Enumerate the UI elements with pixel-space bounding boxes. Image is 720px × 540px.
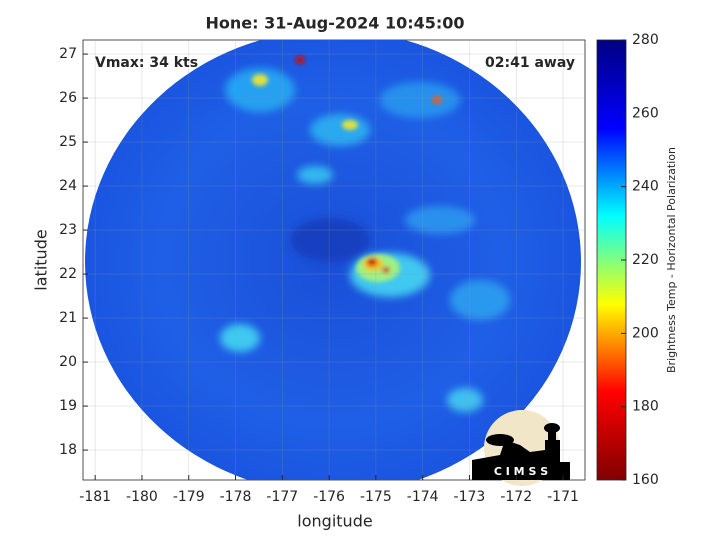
time-annotation: 02:41 away	[485, 55, 575, 71]
cimss-logo: C I M S S	[472, 410, 570, 486]
vmax-annotation: Vmax: 34 kts	[95, 55, 198, 71]
colorbar-tick-label: 260	[632, 105, 659, 121]
colorbar-label: Brightness Temp - Horizontal Polarizatio…	[665, 147, 678, 373]
y-tick-label: 20	[59, 354, 77, 370]
logo-text: C I M S S	[494, 465, 548, 478]
y-tick-label: 25	[59, 134, 77, 150]
y-tick-label: 18	[59, 442, 77, 458]
colorbar-tick-label: 180	[632, 399, 659, 415]
x-tick-label: -180	[126, 489, 158, 505]
colorbar-tick-label: 220	[632, 252, 659, 268]
title: Hone: 31-Aug-2024 10:45:00	[205, 14, 464, 33]
x-tick-label: -179	[173, 489, 205, 505]
x-tick-label: -173	[454, 489, 486, 505]
satellite-image	[85, 40, 581, 480]
y-tick-label: 19	[59, 398, 77, 414]
x-tick-label: -175	[360, 489, 392, 505]
x-tick-label: -171	[547, 489, 579, 505]
colorbar-tick-label: 200	[632, 325, 659, 341]
x-tick-label: -172	[500, 489, 532, 505]
x-tick-label: -181	[79, 489, 111, 505]
y-axis-label: latitude	[32, 229, 51, 290]
x-axis-label: longitude	[297, 512, 372, 531]
y-tick-label: 23	[59, 222, 77, 238]
x-tick-label: -178	[220, 489, 252, 505]
x-tick-label: -177	[266, 489, 298, 505]
colorbar-tick-label: 160	[632, 472, 659, 488]
y-tick-label: 27	[59, 46, 77, 62]
y-tick-label: 26	[59, 90, 77, 106]
y-tick-label: 21	[59, 310, 77, 326]
y-tick-label: 22	[59, 266, 77, 282]
colorbar-tick-label: 240	[632, 179, 659, 195]
colorbar-tick-label: 280	[632, 32, 659, 48]
x-tick-label: -176	[313, 489, 345, 505]
y-tick-label: 24	[59, 178, 77, 194]
x-tick-label: -174	[407, 489, 439, 505]
